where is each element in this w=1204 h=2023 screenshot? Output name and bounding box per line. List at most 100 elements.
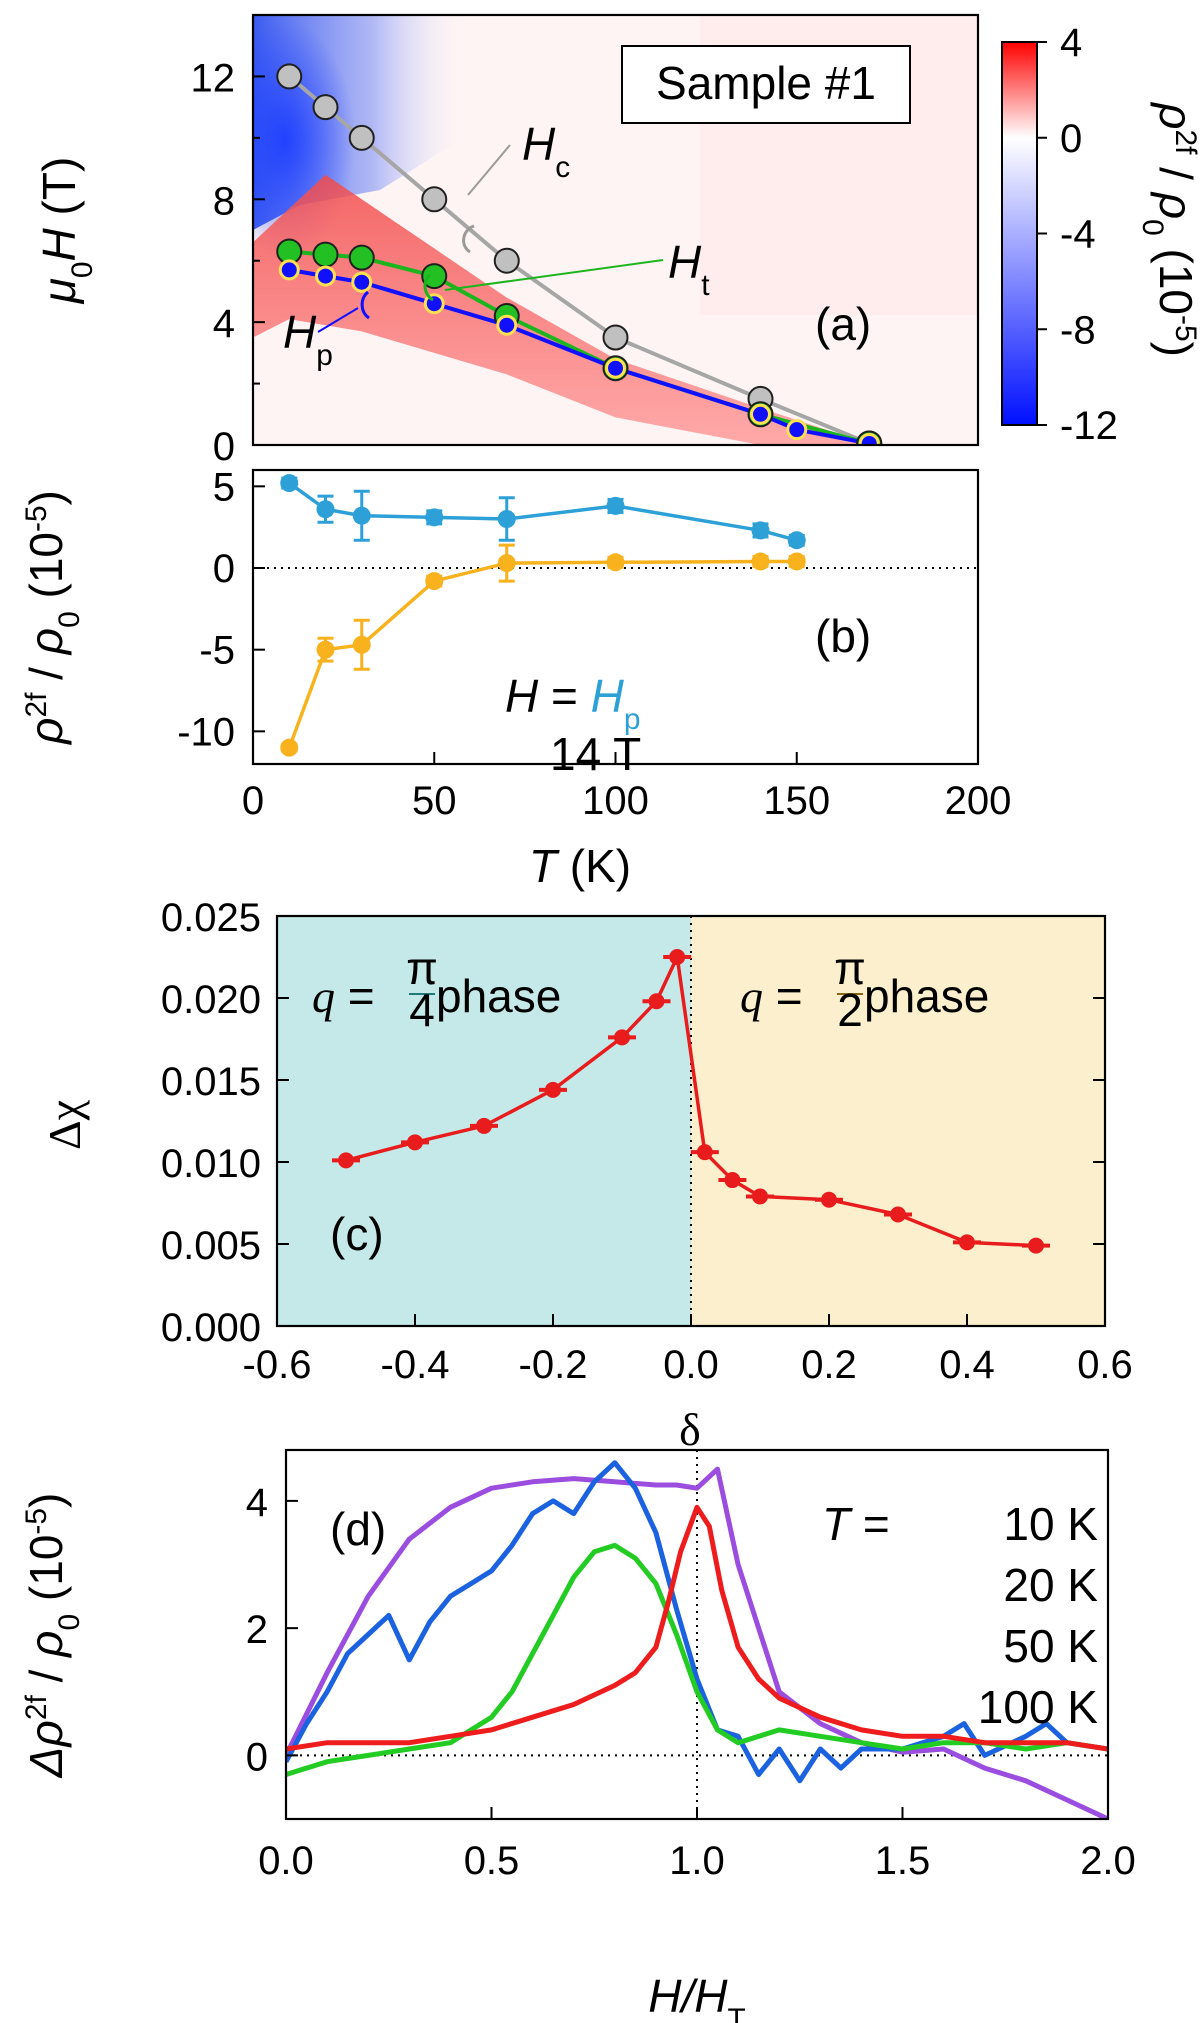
panel-b-y-label: ρ2f / ρ0 (10-5) bbox=[20, 490, 86, 746]
c-xtick-1: -0.4 bbox=[381, 1343, 450, 1387]
b-ytick--5: -5 bbox=[199, 629, 235, 673]
panel-c-plot: 0.000 0.005 0.010 0.015 0.020 0.025 -0.6 -0.4 -0… bbox=[39, 896, 1133, 1455]
panel-c-y-label: Δχ bbox=[39, 1099, 90, 1150]
d-xtick-2: 1.0 bbox=[669, 1839, 725, 1883]
point-Hc-50 bbox=[421, 186, 448, 213]
c-xtick-5: 0.4 bbox=[939, 1343, 995, 1387]
b-ytick-5: 5 bbox=[213, 465, 235, 509]
d-ytick-4: 4 bbox=[246, 1481, 268, 1525]
cb-tick-3: -8 bbox=[1060, 308, 1096, 352]
b-ytick-0: 0 bbox=[213, 547, 235, 591]
c-point--0.05 bbox=[648, 993, 665, 1010]
legend-t-title: T = bbox=[822, 1498, 890, 1550]
b-point-H = Hp-100 bbox=[606, 496, 625, 515]
hc-pointer-line bbox=[467, 144, 511, 196]
b-point-H = Hp-50 bbox=[425, 508, 444, 527]
hc-label: Hc bbox=[522, 118, 570, 184]
ht-pointer-line bbox=[444, 259, 664, 291]
c-phase-left-num: π bbox=[406, 942, 438, 994]
b-point-14 T-140 bbox=[751, 552, 770, 571]
point-Hp-30 bbox=[351, 271, 373, 293]
phase-right-label: q = π2 phase bbox=[740, 942, 989, 1036]
c-point-0.4 bbox=[959, 1234, 975, 1251]
point-Hc-100 bbox=[602, 324, 629, 351]
b-xtick-50: 50 bbox=[412, 779, 457, 823]
c-point-0.5 bbox=[1028, 1237, 1044, 1254]
phase-left-label: q = π4 phase bbox=[312, 942, 561, 1036]
cb-tick-1: 0 bbox=[1060, 117, 1082, 161]
cb-tick-2: -4 bbox=[1060, 213, 1096, 257]
b-xtick-150: 150 bbox=[763, 779, 830, 823]
c-point-0.2 bbox=[821, 1191, 837, 1208]
panel-b-x-label: T (K) bbox=[529, 840, 631, 892]
c-ytick-3: 0.015 bbox=[161, 1060, 261, 1104]
d-xtick-3: 1.5 bbox=[875, 1839, 931, 1883]
b-point-H = Hp-150 bbox=[787, 531, 806, 550]
point-Ht-50 bbox=[421, 263, 448, 290]
a-ytick-4: 4 bbox=[213, 302, 235, 346]
sample-legend-box: Sample #1 bbox=[621, 45, 911, 124]
ht-pointer-hook bbox=[423, 273, 434, 302]
c-phase-right-q: q = bbox=[740, 970, 803, 1022]
c-xtick-3: 0.0 bbox=[663, 1343, 719, 1387]
d-xtick-0: 0.0 bbox=[258, 1839, 314, 1883]
point-Hp-100 bbox=[605, 357, 626, 379]
legend-20K: 20 K bbox=[1003, 1559, 1098, 1611]
b-xtick-100: 100 bbox=[582, 779, 649, 823]
c-phase-right-den: 2 bbox=[837, 984, 863, 1036]
hc-pointer-hook bbox=[462, 224, 475, 254]
c-ytick-5: 0.025 bbox=[161, 896, 261, 940]
panel-d-plot: 0 2 4 0.0 0.5 1.0 1.5 2.0 (d) T = 10 K 20 K 50 K 1… bbox=[20, 1448, 1136, 2023]
panel-c-x-label: δ bbox=[679, 1404, 701, 1455]
c-phase-left-word: phase bbox=[436, 970, 561, 1022]
phase-right-background bbox=[691, 916, 1105, 1326]
cb-tick-4: -12 bbox=[1060, 404, 1118, 448]
c-phase-left-q: q = bbox=[312, 970, 375, 1022]
panel-b-plot: 50-5-100 50 100 150 200 (b) H = Hp 14 T ρ2f … bbox=[20, 465, 1012, 892]
panel-a-frame bbox=[251, 13, 980, 447]
d-line-100K bbox=[286, 1504, 1108, 1752]
point-Hc-30 bbox=[348, 124, 375, 151]
sample-label: Sample #1 bbox=[656, 57, 876, 109]
hp-pointer-hook bbox=[360, 290, 370, 320]
b-point-H = Hp-140 bbox=[751, 521, 770, 540]
cb-tick-0: 4 bbox=[1060, 21, 1082, 65]
hp-label: Hp bbox=[283, 306, 333, 372]
c-phase-left-den: 4 bbox=[409, 984, 435, 1036]
panel-c-label: (c) bbox=[330, 1208, 384, 1260]
panel-a-heatmap: 0 4 8 12 μ0H (T) Sample #1 (a) Hc Ht Hp bbox=[33, 13, 980, 469]
c-xtick-6: 0.6 bbox=[1077, 1343, 1133, 1387]
point-Hp-170 bbox=[858, 432, 880, 445]
point-Hc-70 bbox=[493, 247, 520, 274]
panel-a-label: (a) bbox=[815, 298, 871, 350]
point-Hp-70 bbox=[496, 314, 518, 336]
b-point-H = Hp-20 bbox=[316, 500, 335, 519]
c-xtick-2: -0.2 bbox=[519, 1343, 588, 1387]
d-xtick-1: 0.5 bbox=[464, 1839, 520, 1883]
heatmap-positive-region bbox=[253, 174, 870, 445]
b-point-14 T-150 bbox=[787, 552, 806, 571]
c-point-0.06 bbox=[724, 1172, 741, 1189]
d-line-10K bbox=[286, 1466, 1108, 1819]
c-xtick-0: -0.6 bbox=[243, 1343, 312, 1387]
b-point-14 T-70 bbox=[497, 554, 516, 573]
b-point-14 T-10 bbox=[280, 738, 299, 757]
point-Hc-20 bbox=[312, 94, 339, 121]
panel-a-y-label: μ0H (T) bbox=[33, 157, 99, 305]
hp-pointer-line bbox=[317, 307, 359, 333]
c-ytick-0: 0.000 bbox=[161, 1306, 261, 1350]
panel-d-x-label: H/HT bbox=[648, 1970, 746, 2023]
legend-100K: 100 K bbox=[978, 1681, 1099, 1733]
c-xtick-4: 0.2 bbox=[801, 1343, 857, 1387]
c-ytick-2: 0.010 bbox=[161, 1142, 261, 1186]
b-xtick-0: 0 bbox=[242, 779, 264, 823]
d-xtick-4: 2.0 bbox=[1080, 1839, 1136, 1883]
c-point-0.3 bbox=[890, 1206, 906, 1223]
a-ytick-8: 8 bbox=[213, 179, 235, 223]
c-point--0.5 bbox=[338, 1152, 354, 1169]
colorbar: 4 0 -4 -8 -12 ρ2f / ρ0 (10-5) bbox=[1001, 21, 1203, 448]
b-point-H = Hp-30 bbox=[352, 506, 371, 525]
c-point-0.1 bbox=[752, 1188, 768, 1205]
b-point-14 T-20 bbox=[316, 640, 335, 659]
